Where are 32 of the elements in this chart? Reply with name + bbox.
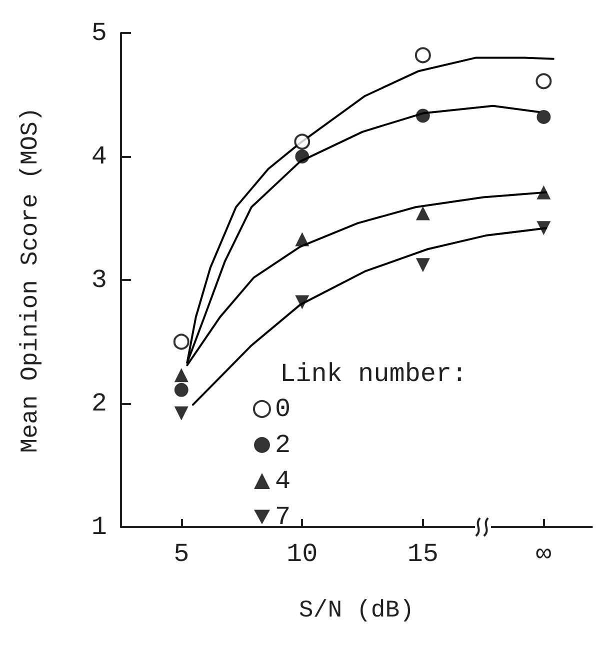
point [295, 232, 310, 246]
point [416, 108, 430, 123]
y-tick-label: 3 [91, 265, 107, 295]
y-axis-title: Mean Opinion Score (MOS) [18, 107, 44, 453]
point [295, 295, 310, 310]
y-tick-label: 5 [91, 18, 107, 48]
point [536, 73, 552, 90]
point [536, 185, 551, 200]
legend-label: 2 [275, 430, 291, 460]
point [536, 110, 551, 124]
y-tick-label: 2 [91, 388, 107, 418]
point [414, 47, 431, 64]
point [416, 206, 430, 220]
x-tick-label: 10 [286, 539, 318, 569]
point [295, 150, 310, 164]
point [294, 134, 310, 150]
point [174, 368, 188, 382]
x-axis-title: S/N (dB) [298, 598, 414, 624]
point [416, 258, 430, 272]
point [536, 221, 551, 236]
y-tick-label: 4 [91, 142, 107, 172]
x-tick-label: 5 [174, 539, 190, 569]
x-tick-label: ∞ [536, 539, 552, 569]
legend-label: 7 [275, 502, 291, 532]
legend-label: 0 [275, 394, 291, 424]
x-tick-label: 15 [407, 539, 439, 569]
point [173, 334, 190, 350]
point [174, 406, 188, 420]
legend-title: Link number: [280, 359, 468, 389]
point [174, 382, 188, 397]
y-tick-label: 1 [91, 512, 107, 542]
legend-label: 4 [275, 466, 291, 496]
